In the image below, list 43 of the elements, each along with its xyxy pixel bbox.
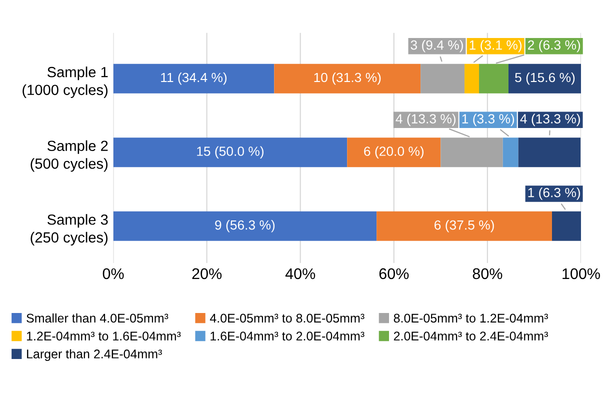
bar xyxy=(347,138,441,168)
y-tick-label: Sample 2 (500 cycles) xyxy=(30,140,108,172)
x-tick-label: 20% xyxy=(192,268,222,280)
data-label: 5 (15.6 %) xyxy=(515,72,575,85)
data-label: 1 (3.3 %) xyxy=(462,114,514,126)
bar xyxy=(518,138,581,168)
data-label: 1 (6.3 %) xyxy=(528,188,580,200)
data-label: 11 (34.4 %) xyxy=(161,72,227,85)
bar xyxy=(274,64,421,94)
bar xyxy=(502,138,518,168)
data-label: 15 (50.0 %) xyxy=(197,146,264,159)
data-label: 9 (56.3 %) xyxy=(215,220,275,232)
y-tick-label: Sample 3 (250 cycles) xyxy=(30,214,108,246)
bar xyxy=(113,64,274,94)
bar xyxy=(508,64,581,94)
x-tick-label: 100% xyxy=(562,268,600,280)
data-label: 6 (20.0 %) xyxy=(364,146,424,159)
data-label: 4 (13.3 %) xyxy=(396,114,456,126)
data-label: 1 (3.1 %) xyxy=(470,40,522,52)
legend-label: Larger than 2.4E-04mm³ xyxy=(27,349,162,361)
legend-label: 4.0E-05mm³ to 8.0E-05mm³ xyxy=(210,314,364,323)
data-label: 2 (6.3 %) xyxy=(528,40,580,52)
bar xyxy=(479,64,508,94)
bar xyxy=(113,211,377,241)
data-label: 10 (31.3 %) xyxy=(314,72,381,85)
x-tick-label: 40% xyxy=(285,268,316,280)
bar xyxy=(420,64,465,94)
bar xyxy=(376,211,552,241)
data-label: 6 (37.5 %) xyxy=(434,220,494,232)
legend-label: Smaller than 4.0E-05mm³ xyxy=(26,313,168,323)
x-tick-label: 80% xyxy=(472,268,502,280)
data-label: 3 (9.4 %) xyxy=(410,40,463,52)
legend-label: 8.0E-05mm³ to 1.2E-04mm³ xyxy=(394,314,548,323)
legend-label: 1.2E-04mm³ to 1.6E-04mm³ xyxy=(26,332,181,340)
bar xyxy=(464,64,480,94)
y-tick-label: Sample 1 (1000 cycles) xyxy=(22,66,108,98)
legend-label: 1.6E-04mm³ to 2.0E-04mm³ xyxy=(210,332,364,340)
data-label: 4 (13.3 %) xyxy=(520,114,580,126)
bar xyxy=(113,138,348,168)
legend-label: 2.0E-04mm³ to 2.4E-04mm³ xyxy=(394,332,548,340)
x-tick-label: 60% xyxy=(379,268,409,280)
x-tick-label: 0% xyxy=(102,268,124,280)
bar xyxy=(552,211,581,241)
